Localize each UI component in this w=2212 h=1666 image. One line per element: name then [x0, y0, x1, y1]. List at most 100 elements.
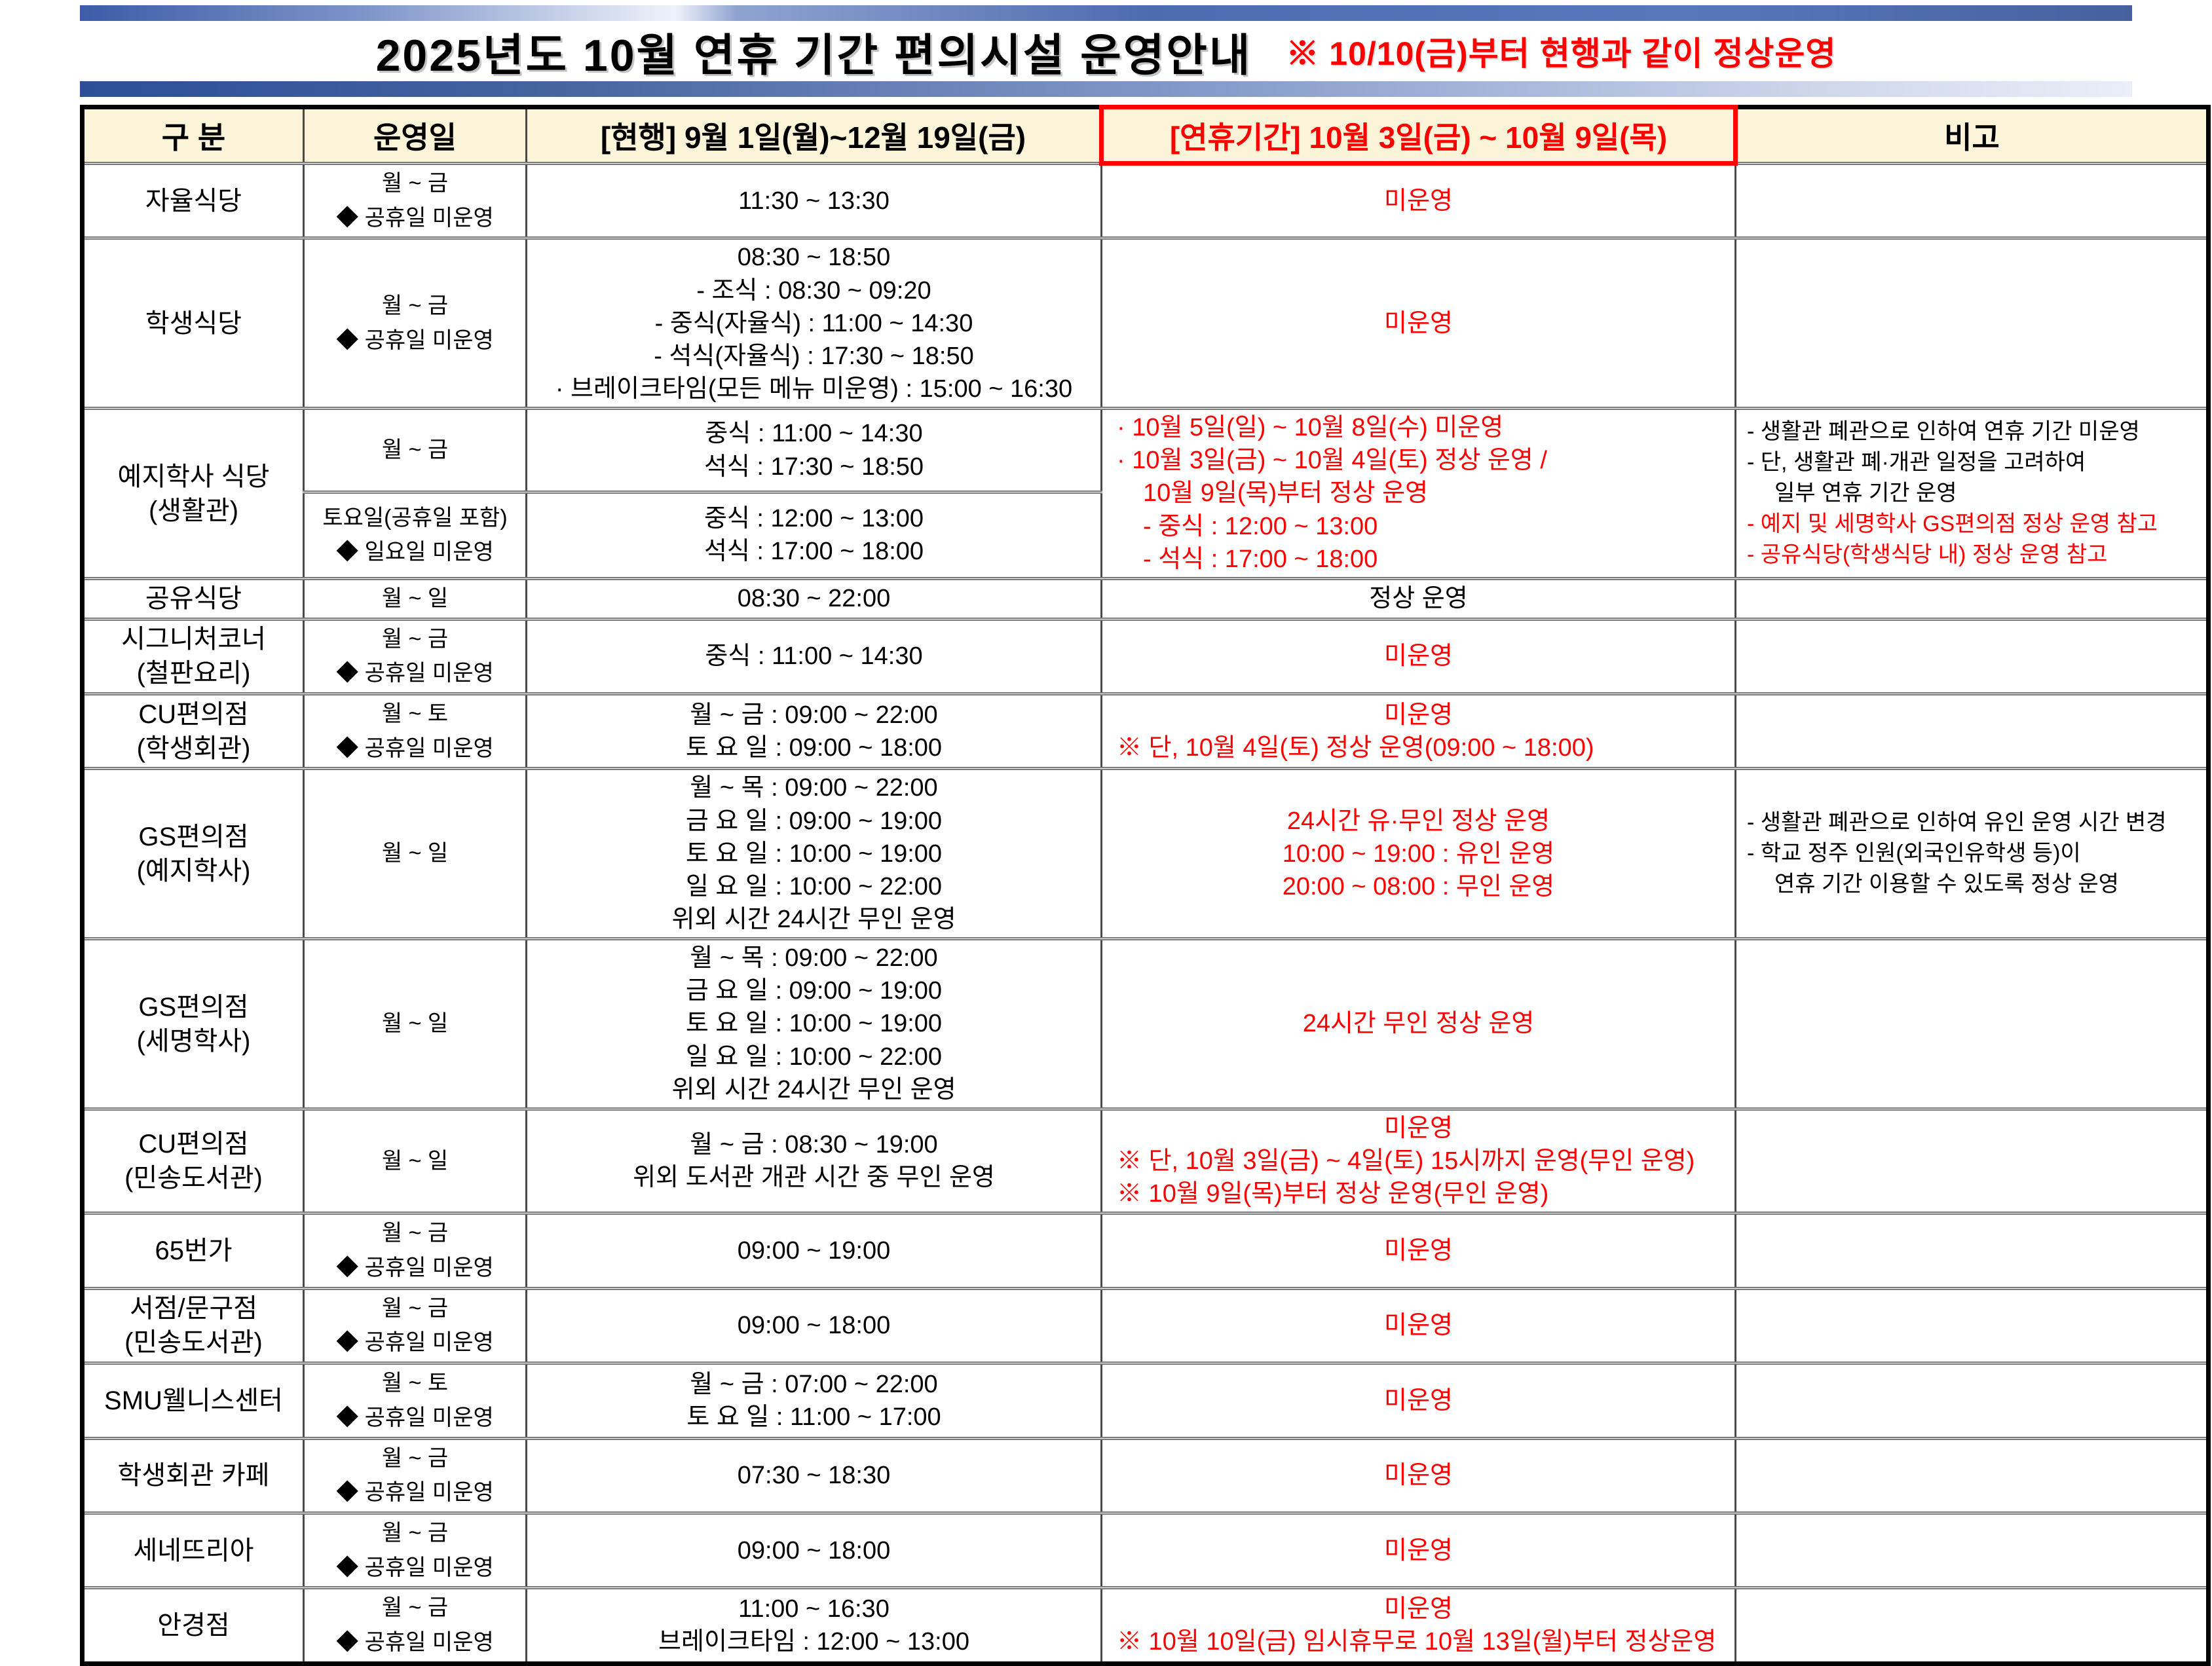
- cell-line: 09:00 ~ 18:00: [737, 1312, 891, 1340]
- table-row: 예지학사 식당 (생활관) 월 ~ 금 중식 : 11:00 ~ 14:30 석식 : …: [81, 407, 2209, 580]
- cell-line: (민송도서관): [124, 1164, 263, 1193]
- cell-line: ◆ 공휴일 미운영: [336, 1555, 494, 1580]
- cell-line: 미운영: [1384, 642, 1453, 671]
- cell-line: - 공유식당(학생식당 내) 정상 운영 참고: [1747, 542, 2108, 567]
- table-row: 서점/문구점 (민송도서관) 월 ~ 금 ◆ 공휴일 미운영 09:00 ~ 18:00…: [81, 1286, 2209, 1365]
- cell-line: 월 ~ 금: [381, 626, 449, 652]
- operating-days-cell: 월 ~ 일: [303, 937, 527, 1111]
- page-title: 2025년도 10월 연휴 기간 편의시설 운영안내: [375, 30, 1252, 81]
- facility-name-cell: CU편의점 (학생회관): [81, 692, 305, 771]
- holiday-hours-cell: 24시간 무인 정상 운영: [1100, 937, 1736, 1111]
- cell-line: 월 ~ 일: [381, 1011, 449, 1037]
- cell-line: - 석식(자율식) : 17:30 ~ 18:50: [654, 342, 974, 370]
- cell-line: ◆ 공휴일 미운영: [336, 1629, 494, 1655]
- facility-name-cell: 예지학사 식당 (생활관): [81, 407, 305, 580]
- operating-days-cell: 월 ~ 금 ◆ 공휴일 미운영: [303, 1511, 527, 1590]
- cell-line: - 생활관 폐관으로 인하여 연휴 기간 미운영: [1747, 419, 2140, 445]
- remarks-cell: [1734, 1361, 2209, 1440]
- remarks-cell: [1734, 937, 2209, 1111]
- header-operating-days: 운영일: [303, 105, 527, 165]
- table-row: 세네뜨리아 월 ~ 금 ◆ 공휴일 미운영 09:00 ~ 18:00 미운영: [81, 1511, 2209, 1590]
- cell-line: 금 요 일 : 09:00 ~ 19:00: [685, 977, 943, 1005]
- current-hours-cell: 중식 : 11:00 ~ 14:30: [525, 617, 1102, 696]
- cell-line: ※ 10월 9일(목)부터 정상 운영(무인 운영): [1117, 1180, 1549, 1208]
- cell-line: ※ 단, 10월 4일(토) 정상 운영(09:00 ~ 18:00): [1117, 733, 1594, 762]
- cell-line: 위외 시간 24시간 무인 운영: [671, 1075, 956, 1103]
- cell-line: ◆ 공휴일 미운영: [336, 661, 494, 686]
- current-hours-cell: 중식 : 11:00 ~ 14:30 석식 : 17:30 ~ 18:50: [525, 407, 1102, 494]
- cell-line: 연휴 기간 이용할 수 있도록 정상 운영: [1774, 872, 2119, 897]
- operating-days-cell: 월 ~ 토 ◆ 공휴일 미운영: [303, 1361, 527, 1440]
- cell-line: 월 ~ 일: [381, 585, 449, 611]
- cell-line: 토 요 일 : 10:00 ~ 19:00: [685, 840, 943, 868]
- cell-line: ◆ 공휴일 미운영: [336, 1405, 494, 1430]
- cell-line: · 브레이크타임(모든 메뉴 미운영) : 15:00 ~ 16:30: [555, 375, 1073, 403]
- cell-line: ◆ 공휴일 미운영: [336, 327, 494, 353]
- cell-line: 일부 연휴 기간 운영: [1774, 481, 1957, 506]
- cell-line: 브레이크타임 : 12:00 ~ 13:00: [658, 1627, 969, 1656]
- cell-line: 24시간 무인 정상 운영: [1302, 1010, 1535, 1038]
- cell-line: 월 ~ 토: [381, 1371, 449, 1396]
- cell-line: ◆ 공휴일 미운영: [336, 205, 494, 231]
- table-row: 시그니처코너 (철판요리) 월 ~ 금 ◆ 공휴일 미운영 중식 : 11:00 ~ 1…: [81, 617, 2209, 696]
- cell-line: 월 ~ 금 : 07:00 ~ 22:00: [690, 1370, 938, 1398]
- table-row: SMU웰니스센터 월 ~ 토 ◆ 공휴일 미운영 월 ~ 금 : 07:00 ~ 22…: [81, 1361, 2209, 1440]
- facility-name-cell: SMU웰니스센터: [81, 1361, 305, 1440]
- operating-days-cell: 월 ~ 금 ◆ 공휴일 미운영: [303, 161, 527, 240]
- header-category: 구 분: [81, 105, 305, 165]
- cell-line: (철판요리): [136, 659, 251, 688]
- table-row: CU편의점 (민송도서관) 월 ~ 일 월 ~ 금 : 08:30 ~ 19:00 위외…: [81, 1107, 2209, 1215]
- facility-name-cell: 서점/문구점 (민송도서관): [81, 1286, 305, 1365]
- header-holiday-period: [연휴기간] 10월 3일(금) ~ 10월 9일(목): [1099, 105, 1738, 166]
- cell-line: 금 요 일 : 09:00 ~ 19:00: [685, 807, 943, 835]
- remarks-cell: [1734, 617, 2209, 696]
- current-hours-cell: 월 ~ 목 : 09:00 ~ 22:00 금 요 일 : 09:00 ~ 19:…: [525, 937, 1102, 1111]
- operating-days-cell: 토요일(공휴일 포함) ◆ 일요일 미운영: [303, 490, 527, 580]
- cell-line: 시그니처코너: [121, 625, 266, 654]
- cell-line: 서점/문구점: [129, 1294, 258, 1324]
- operating-days-cell: 월 ~ 일: [303, 1107, 527, 1215]
- table-row: 학생회관 카페 월 ~ 금 ◆ 공휴일 미운영 07:30 ~ 18:30 미운영: [81, 1436, 2209, 1515]
- holiday-hours-cell: 미운영 ※ 단, 10월 4일(토) 정상 운영(09:00 ~ 18:00): [1100, 692, 1736, 771]
- remarks-cell: - 생활관 폐관으로 인하여 연휴 기간 미운영 - 단, 생활관 폐·개관 일정…: [1734, 407, 2209, 580]
- cell-line: 자율식당: [145, 186, 242, 215]
- cell-line: 석식 : 17:30 ~ 18:50: [703, 453, 924, 481]
- cell-line: - 중식(자율식) : 11:00 ~ 14:30: [654, 309, 973, 337]
- cell-line: 월 ~ 금: [381, 1595, 449, 1621]
- cell-line: 11:30 ~ 13:30: [738, 187, 890, 215]
- cell-line: 월 ~ 금: [381, 437, 449, 463]
- current-hours-cell: 09:00 ~ 18:00: [525, 1286, 1102, 1365]
- operating-days-cell: 월 ~ 금 ◆ 공휴일 미운영: [303, 1212, 527, 1290]
- cell-line: 월 ~ 금: [381, 293, 449, 319]
- cell-line: - 단, 생활관 폐·개관 일정을 고려하여: [1747, 450, 2086, 475]
- cell-line: - 학교 정주 인원(외국인유학생 등)이: [1747, 841, 2081, 866]
- cell-line: ◆ 공휴일 미운영: [336, 1330, 494, 1356]
- cell-line: 10월 9일(목)부터 정상 운영: [1143, 479, 1429, 508]
- cell-line: 토 요 일 : 11:00 ~ 17:00: [686, 1403, 941, 1431]
- current-hours-cell: 11:00 ~ 16:30 브레이크타임 : 12:00 ~ 13:00: [525, 1586, 1102, 1665]
- holiday-hours-cell: 미운영: [1100, 1212, 1736, 1290]
- current-hours-cell: 09:00 ~ 18:00: [525, 1511, 1102, 1590]
- cell-line: 위외 시간 24시간 무인 운영: [671, 906, 956, 933]
- holiday-hours-cell: 24시간 유·무인 정상 운영 10:00 ~ 19:00 : 유인 운영 20:0…: [1100, 767, 1736, 941]
- current-hours-cell: 11:30 ~ 13:30: [525, 161, 1102, 240]
- table-row: GS편의점 (세명학사) 월 ~ 일 월 ~ 목 : 09:00 ~ 22:00 금 요…: [81, 937, 2209, 1111]
- facility-name-cell: GS편의점 (예지학사): [81, 767, 305, 941]
- cell-line: 중식 : 11:00 ~ 14:30: [705, 642, 923, 671]
- cell-line: 10:00 ~ 19:00 : 유인 운영: [1282, 840, 1555, 868]
- current-hours-cell: 07:30 ~ 18:30: [525, 1436, 1102, 1515]
- remarks-cell: [1734, 1107, 2209, 1215]
- cell-line: 월 ~ 금: [381, 1221, 449, 1246]
- cell-line: ◆ 공휴일 미운영: [336, 1255, 494, 1281]
- table-row: 공유식당 월 ~ 일 08:30 ~ 22:00 정상 운영: [81, 576, 2209, 621]
- cell-line: 토 요 일 : 09:00 ~ 18:00: [685, 733, 943, 762]
- cell-line: 11:00 ~ 16:30: [738, 1595, 890, 1623]
- holiday-hours-cell: 미운영: [1100, 1436, 1736, 1515]
- holiday-hours-cell: · 10월 5일(일) ~ 10월 8일(수) 미운영 · 10월 3일(금) ~…: [1100, 407, 1736, 580]
- header-current-period: [현행] 9월 1일(월)~12월 19일(금): [525, 105, 1102, 165]
- remarks-cell: [1734, 161, 2209, 240]
- cell-line: ※ 단, 10월 3일(금) ~ 4일(토) 15시까지 운영(무인 운영): [1117, 1147, 1695, 1175]
- page: { "title": { "main": "2025년도 10월 연휴 기간 편…: [0, 5, 2212, 1666]
- cell-line: (민송도서관): [124, 1328, 263, 1358]
- cell-line: 월 ~ 목 : 09:00 ~ 22:00: [690, 944, 938, 972]
